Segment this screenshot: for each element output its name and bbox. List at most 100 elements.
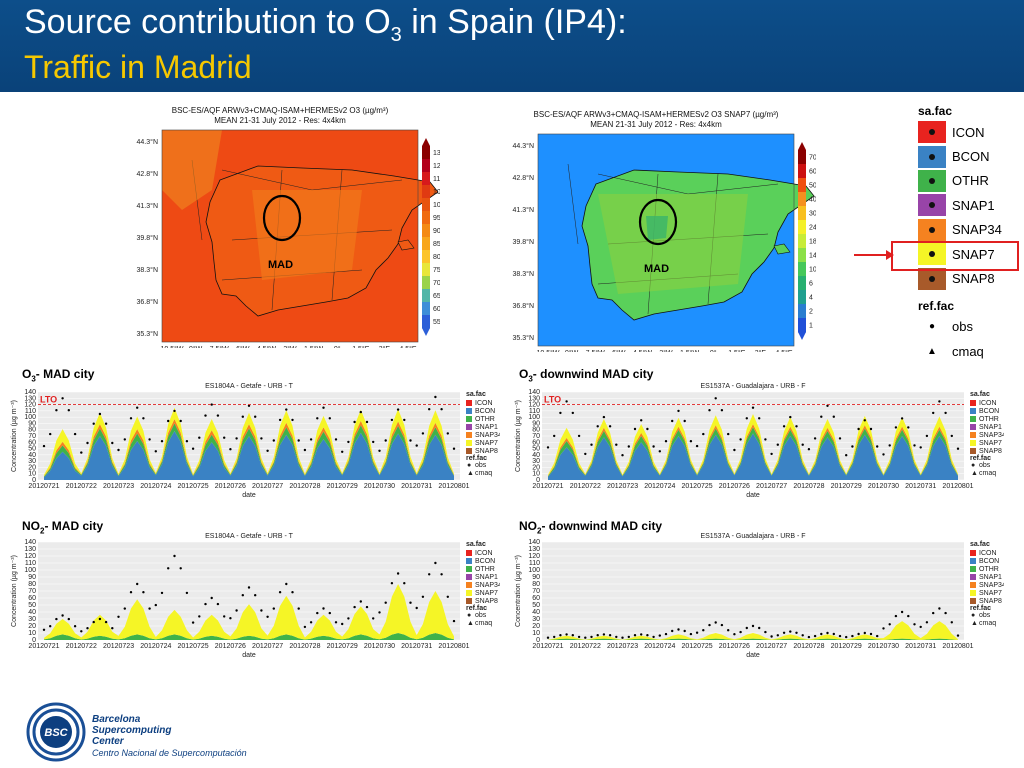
colorbar-tick: 130: [433, 150, 440, 157]
lon-tick: 4.5°W: [633, 349, 653, 352]
x-label: date: [746, 492, 760, 499]
obs-point: [73, 432, 77, 436]
obs-point: [347, 440, 350, 444]
colorbar-cell: [798, 304, 806, 319]
obs-point: [851, 445, 854, 448]
obs-point: [353, 605, 356, 609]
colorbar-tick: 60: [809, 169, 816, 176]
y-tick: 30: [28, 616, 36, 623]
y-tick: 20: [532, 623, 540, 630]
y-tick: 120: [528, 553, 540, 560]
y-tick: 140: [24, 389, 36, 396]
balearic-islands: [773, 243, 791, 255]
mini-legend-ref-label: obs: [475, 612, 487, 619]
obs-point: [148, 438, 151, 441]
y-tick: 0: [536, 637, 540, 644]
obs-point: [702, 432, 705, 436]
obs-point: [98, 617, 102, 621]
mini-legend-swatch: [466, 558, 472, 564]
obs-point: [677, 628, 680, 631]
obs-point: [235, 609, 238, 612]
colorbar-tick: 4: [809, 295, 813, 302]
chart-o3-guadalajara: ES1537A - Guadalajara - URB - F 010203040…: [515, 383, 1004, 499]
obs-point: [98, 412, 102, 416]
mini-legend-label: SNAP34: [475, 582, 500, 589]
mini-legend-swatch: [970, 416, 976, 422]
obs-point: [857, 632, 860, 636]
x-tick: 20120724: [140, 643, 171, 650]
lon-tick: 9°W: [565, 349, 579, 352]
obs-point: [782, 631, 786, 634]
mini-legend-swatch: [466, 598, 472, 604]
series-area-othr: [44, 633, 454, 640]
obs-point: [322, 607, 325, 610]
lon-tick: 4.5°E: [775, 349, 793, 352]
obs-point: [832, 632, 835, 636]
mini-legend-label: SNAP8: [979, 448, 1002, 455]
obs-point: [241, 594, 244, 597]
x-tick: 20120721: [28, 643, 59, 650]
mini-legend-title: sa.fac: [970, 391, 990, 398]
threshold-label: LTO: [544, 395, 561, 405]
slide-title: Source contribution to O3 in Spain (IP4)…: [24, 3, 627, 46]
obs-point: [602, 415, 606, 419]
colorbar-tick: 14: [809, 253, 816, 260]
obs-point: [285, 408, 288, 411]
balearic-islands: [397, 239, 415, 251]
x-tick: 20120722: [66, 643, 97, 650]
legend-swatch: [918, 243, 946, 266]
mini-legend-ref-title: ref.fac: [970, 605, 991, 612]
mini-legend-swatch: [466, 566, 472, 572]
mini-legend-swatch: [466, 432, 472, 438]
obs-point: [869, 632, 873, 636]
lat-tick: 39.8°N: [137, 234, 158, 242]
legend-item-bcon: BCON: [918, 144, 1022, 168]
obs-point: [390, 418, 394, 422]
x-tick: 20120729: [831, 643, 862, 650]
mini-legend-label: OTHR: [475, 416, 495, 423]
y-tick: 40: [532, 452, 540, 459]
lon-tick: 1.5°E: [352, 345, 370, 348]
mini-legend-ref-symbol: ●: [971, 612, 975, 619]
y-tick: 100: [528, 567, 540, 574]
obs-point: [297, 439, 300, 442]
mini-legend-swatch: [466, 408, 472, 414]
mini-legend-swatch: [466, 424, 472, 430]
obs-point: [925, 621, 929, 624]
colorbar-cell: [798, 234, 806, 249]
colorbar-cell: [422, 276, 430, 290]
obs-point: [185, 440, 189, 443]
obs-point: [334, 438, 338, 441]
obs-point: [285, 582, 288, 586]
obs-point: [658, 450, 661, 453]
mini-legend-swatch: [970, 558, 976, 564]
mini-legend-label: SNAP1: [979, 574, 1002, 581]
obs-point: [546, 636, 550, 639]
x-tick: 20120725: [178, 483, 209, 490]
obs-point: [876, 634, 879, 638]
colorbar-tick: 1: [809, 323, 813, 330]
lon-tick: 3°W: [283, 345, 297, 348]
x-tick: 20120728: [793, 643, 824, 650]
obs-point: [409, 439, 412, 442]
obs-point: [559, 411, 562, 415]
x-tick: 20120730: [364, 643, 395, 650]
x-tick: 20120727: [756, 643, 787, 650]
colorbar-cell: [422, 146, 430, 160]
colorbar-cell: [798, 290, 806, 305]
mini-legend-title: sa.fac: [466, 391, 486, 398]
obs-point: [720, 409, 724, 412]
x-tick: 20120801: [438, 483, 469, 490]
threshold-label: LTO: [40, 395, 57, 405]
obs-point: [565, 633, 568, 636]
obs-point: [702, 629, 705, 632]
obs-point: [266, 615, 269, 618]
y-tick: 140: [528, 389, 540, 396]
obs-point: [204, 602, 207, 606]
obs-point: [789, 630, 792, 633]
obs-point: [813, 634, 817, 638]
x-tick: 20120726: [215, 643, 246, 650]
colorbar-cell: [798, 276, 806, 291]
x-tick: 20120728: [289, 483, 320, 490]
colorbar-cell: [422, 159, 430, 173]
